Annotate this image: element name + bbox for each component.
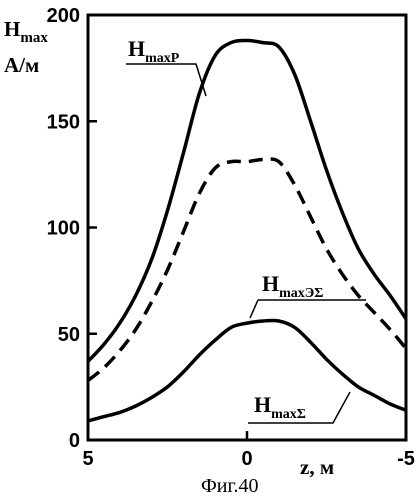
x-tick-label: 0 [241,448,252,470]
series-line-0 [88,40,406,361]
x-tick-label: -5 [397,448,415,470]
svg-text:HmaxΣ: HmaxΣ [254,392,306,422]
series-label-hmaxes: HmaxЭΣ [250,271,366,318]
svg-text:HmaxP: HmaxP [128,36,180,66]
y-tick-label: 0 [69,430,80,452]
y-tick-label: 150 [47,111,80,133]
plot-frame [88,15,406,440]
y-tick-label: 100 [47,218,80,240]
figure-caption: Фиг.40 [201,475,258,497]
series-line-1 [88,159,406,381]
series-label-hmaxsigma: HmaxΣ [248,392,350,423]
y-tick-label: 200 [47,5,80,27]
x-axis-title: z, м [300,455,334,479]
series-label-hmaxp: HmaxP [126,36,206,96]
series-lines [88,40,406,420]
x-tick-label: 5 [82,448,93,470]
y-axis-unit: А/м [4,53,39,77]
svg-text:HmaxЭΣ: HmaxЭΣ [262,271,323,301]
x-tick-labels: 5 0 -5 [82,448,414,470]
y-axis-title: Hmax [4,17,48,46]
axis-ticks [88,15,406,440]
series-line-2 [88,320,406,420]
y-tick-label: 50 [58,324,80,346]
y-tick-labels: 0 50 100 150 200 [47,5,80,452]
